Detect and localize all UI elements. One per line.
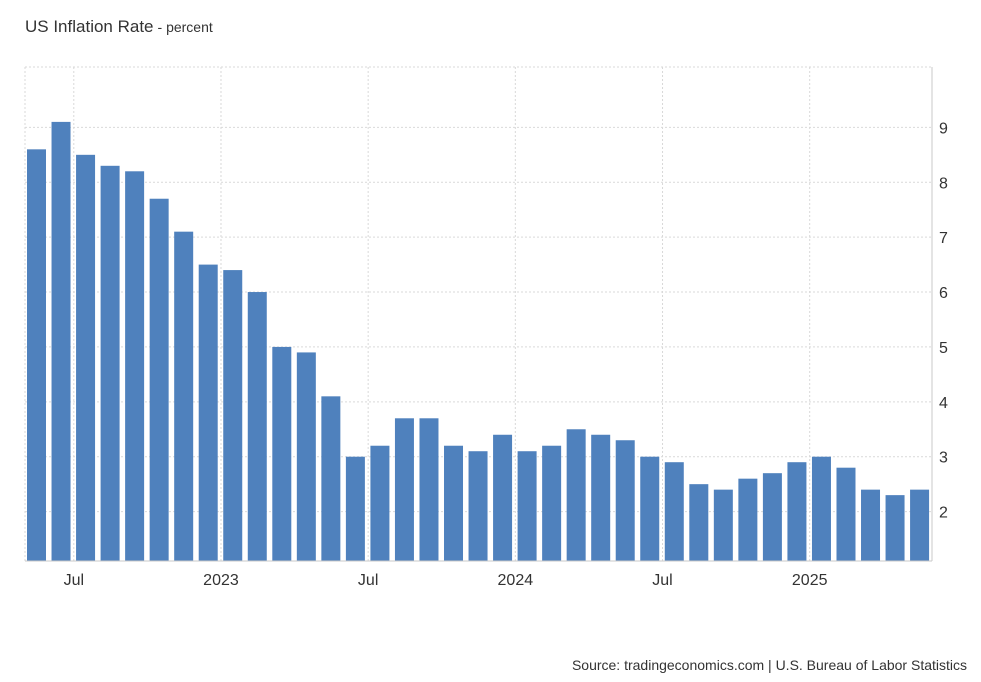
bar-2025-04 [885, 495, 905, 561]
y-axis-labels: 2 3 4 5 6 7 8 9 [939, 120, 948, 521]
chart-bars [27, 121, 930, 562]
bar-2024-04 [591, 434, 611, 561]
x-tick-label: 2024 [498, 572, 534, 589]
y-tick-label: 8 [939, 175, 948, 192]
bar-2023-06 [345, 456, 365, 561]
bar-2024-12 [787, 462, 807, 561]
bar-2023-12 [493, 434, 513, 561]
x-tick-label: Jul [358, 572, 378, 589]
y-tick-label: 6 [939, 285, 948, 302]
bar-2025-01 [811, 456, 831, 561]
y-tick-label: 5 [939, 340, 948, 357]
chart-axes [25, 67, 933, 562]
bar-2024-08 [689, 484, 709, 561]
bar-2022-12 [198, 264, 218, 561]
x-tick-label: Jul [64, 572, 84, 589]
bar-2022-09 [125, 171, 145, 562]
x-tick-label: 2023 [203, 572, 239, 589]
bar-2023-09 [419, 418, 439, 561]
bar-2023-03 [272, 346, 292, 561]
y-tick-label: 9 [939, 120, 948, 137]
bar-2023-05 [321, 396, 341, 561]
y-tick-label: 2 [939, 505, 948, 522]
bar-2024-03 [566, 429, 586, 561]
chart-title: US Inflation Rate [25, 17, 154, 36]
y-tick-label: 4 [939, 395, 948, 412]
bar-2024-01 [517, 451, 537, 561]
bar-2024-06 [640, 456, 660, 561]
bar-2022-08 [100, 165, 120, 562]
chart-title-block: US Inflation Rate - percent [25, 17, 213, 37]
bar-2023-08 [394, 418, 414, 561]
bar-2023-07 [370, 445, 390, 561]
bar-2025-05 [910, 489, 930, 561]
bar-2025-03 [861, 489, 881, 561]
bar-2023-04 [296, 352, 316, 561]
bar-2024-10 [738, 478, 758, 561]
x-axis-labels: Jul 2023 Jul 2024 Jul 2025 [64, 572, 828, 589]
x-tick-label: Jul [652, 572, 672, 589]
bar-2022-07 [76, 154, 96, 561]
bar-2022-11 [174, 231, 194, 562]
y-tick-label: 7 [939, 230, 948, 247]
bar-2022-10 [149, 198, 169, 562]
y-tick-label: 3 [939, 450, 948, 467]
bar-2023-01 [223, 270, 243, 561]
bar-2024-07 [664, 462, 684, 561]
bar-2023-10 [444, 445, 464, 561]
x-tick-label: 2025 [792, 572, 828, 589]
bar-2024-09 [713, 489, 733, 561]
bar-2023-02 [247, 292, 267, 561]
bar-2022-05 [27, 149, 46, 561]
source-note: Source: tradingeconomics.com | U.S. Bure… [571, 657, 967, 673]
bar-2023-11 [468, 451, 488, 561]
chart-subtitle: - percent [157, 19, 213, 35]
bar-2024-11 [762, 473, 782, 561]
bar-2022-06 [51, 121, 71, 561]
bar-2024-05 [615, 440, 635, 561]
bar-2025-02 [836, 467, 856, 561]
bar-2024-02 [542, 445, 562, 561]
